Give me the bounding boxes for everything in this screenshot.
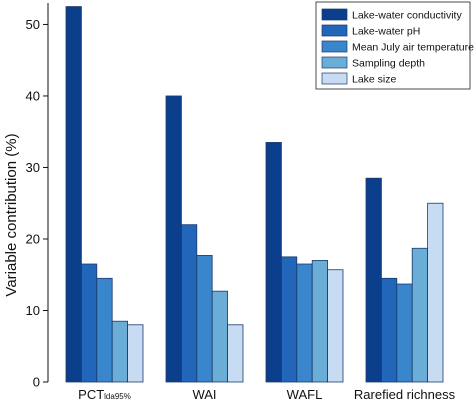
bar-1-1 — [65, 6, 82, 383]
x-category-main: WAFL — [287, 387, 323, 402]
bar-2-1 — [81, 263, 98, 383]
x-category-label: Rarefied richness — [354, 387, 456, 402]
bar-5-1 — [127, 324, 144, 383]
legend-label-3: Mean July air temperature — [352, 42, 474, 54]
bar-4-1 — [111, 320, 128, 383]
x-category-label: WAFL — [287, 387, 323, 402]
x-category-main: WAI — [192, 387, 216, 402]
legend-swatch-5 — [321, 72, 348, 85]
y-axis: 0 10 20 30 40 50 — [26, 3, 49, 390]
legend-swatch-4 — [321, 56, 348, 69]
x-category-main: PCT — [78, 387, 104, 402]
y-tick-label: 0 — [33, 375, 40, 390]
legend-label-4: Sampling depth — [352, 58, 425, 70]
bar-3-1 — [96, 277, 113, 383]
bar-2-3 — [280, 256, 298, 383]
legend-swatch-1 — [321, 8, 348, 21]
bar-5-2 — [227, 324, 244, 383]
bar-4-4 — [411, 247, 429, 383]
legend-label-1: Lake-water conductivity — [352, 10, 462, 22]
bar-2-4 — [380, 277, 398, 383]
bar-1-4 — [365, 177, 382, 383]
bar-4-2 — [211, 290, 228, 383]
bar-5-3 — [327, 269, 344, 383]
y-tick-label: 10 — [26, 303, 40, 318]
legend-label-2: Lake-water pH — [352, 26, 420, 38]
bars — [65, 6, 444, 383]
bar-3-3 — [296, 263, 313, 383]
x-category-label: PCTlda95% — [78, 387, 131, 402]
bar-1-2 — [165, 95, 182, 383]
legend-label-5: Lake size — [352, 74, 397, 86]
bar-1-3 — [265, 142, 282, 383]
x-category-main: Rarefied richness — [354, 387, 456, 402]
x-category-subscript: lda95% — [104, 392, 131, 401]
legend: Lake-water conductivity Lake-water pH Mean… — [315, 1, 474, 90]
y-tick-label: 40 — [26, 88, 40, 103]
bar-5-4 — [427, 202, 444, 383]
y-tick-label: 30 — [26, 160, 40, 175]
y-tick-label: 50 — [26, 17, 40, 32]
y-tick-label: 20 — [26, 231, 40, 246]
bar-3-2 — [196, 255, 213, 383]
x-axis-labels: PCTlda95% WAI WAFL Rarefied richness — [78, 387, 455, 402]
x-category-label: WAI — [192, 387, 216, 402]
y-axis-label: Variable contribution (%) — [3, 133, 20, 296]
legend-swatch-3 — [321, 40, 348, 53]
bar-2-2 — [180, 224, 198, 383]
bar-3-4 — [396, 283, 413, 383]
legend-swatch-2 — [321, 24, 348, 37]
bar-4-3 — [311, 260, 329, 383]
